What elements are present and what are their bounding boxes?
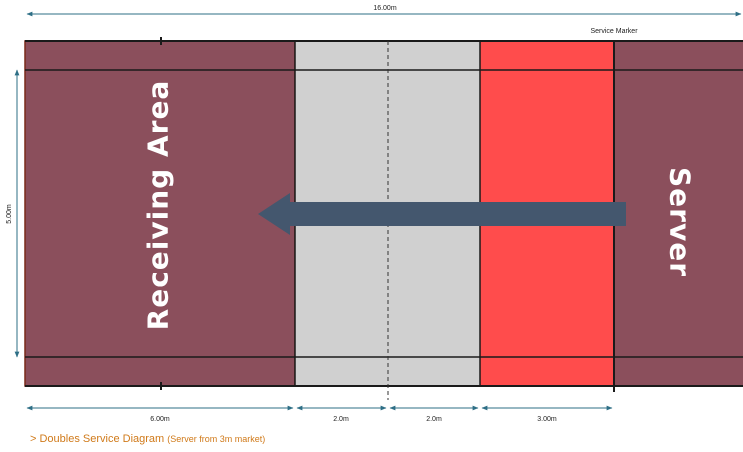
caption-title: > Doubles Service Diagram — [30, 433, 165, 445]
server-label: Server — [664, 167, 697, 277]
service-marker-label: Service Marker — [590, 28, 638, 35]
receiving-area-zone — [24, 40, 296, 387]
receiving-area-label: Receiving Area — [142, 80, 175, 331]
segment-label: 3.00m — [537, 416, 557, 423]
diagram-caption: > Doubles Service Diagram (Server from 3… — [30, 433, 265, 445]
server-zone — [614, 41, 743, 386]
segment-label: 6.00m — [150, 416, 170, 423]
total-length-label: 16.00m — [373, 5, 397, 12]
caption-detail: (Server from 3m market) — [167, 434, 266, 444]
segment-label: 2.0m — [333, 416, 349, 423]
width-label: 5.00m — [6, 204, 13, 224]
segment-label: 2.0m — [426, 416, 442, 423]
service-direction-arrow — [258, 193, 626, 235]
